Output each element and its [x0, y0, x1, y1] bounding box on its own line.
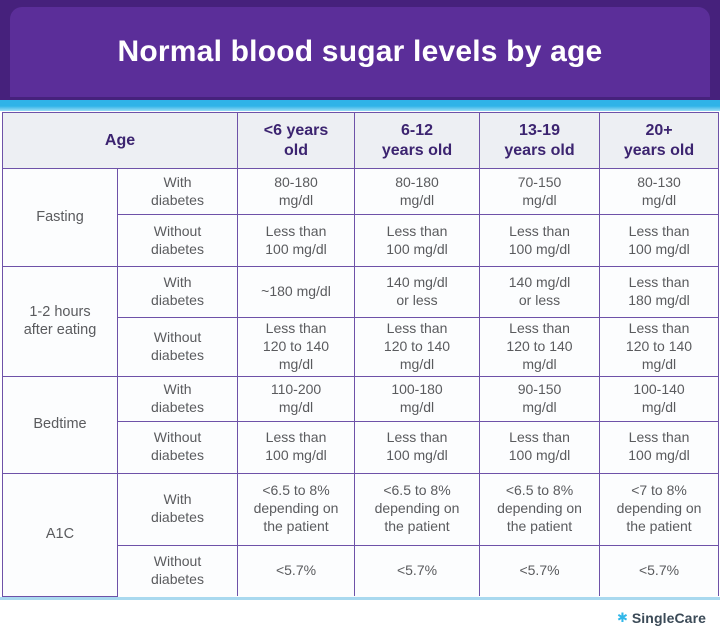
section-a1c: A1C With diabetes <6.5 to 8% depending o… [2, 472, 720, 597]
cell-value: <6.5 to 8% depending on the patient [479, 472, 601, 546]
table-row: 1-2 hours after eating With diabetes ~18… [2, 266, 720, 377]
cell-value: Less than 100 mg/dl [237, 420, 356, 474]
cell-value: <5.7% [354, 544, 481, 597]
table-row: Without diabetes Less than 100 mg/dl Les… [3, 420, 720, 474]
cell-value: Less than 100 mg/dl [354, 214, 481, 267]
asterisk-icon: ✱ [616, 610, 628, 626]
subrow-label-with-diabetes: With diabetes [116, 375, 239, 422]
row-header-bedtime: Bedtime [2, 375, 118, 474]
column-header-under-6: <6 years old [237, 112, 356, 169]
column-header-20-plus: 20+ years old [599, 112, 720, 169]
row-header-after-eating: 1-2 hours after eating [2, 266, 118, 377]
cell-value: 140 mg/dl or less [479, 266, 601, 318]
subrow-label-without-diabetes: Without diabetes [116, 317, 239, 377]
cell-value: Less than 100 mg/dl [237, 214, 356, 267]
cell-value: Less than 100 mg/dl [354, 420, 481, 474]
column-header-6-12: 6-12 years old [354, 112, 481, 169]
accent-strip [0, 100, 720, 111]
cell-value: <5.7% [599, 544, 720, 597]
cell-value: 140 mg/dl or less [354, 266, 481, 318]
subrow-label-with-diabetes: With diabetes [116, 266, 239, 318]
cell-value: ~180 mg/dl [237, 266, 356, 318]
cell-value: Less than 100 mg/dl [479, 214, 601, 267]
table-row: Fasting With diabetes 80-180 mg/dl 80-18… [2, 168, 720, 267]
section-fasting: Fasting With diabetes 80-180 mg/dl 80-18… [2, 168, 720, 267]
cell-value: Less than 100 mg/dl [599, 420, 720, 474]
subrow-label-with-diabetes: With diabetes [116, 168, 239, 215]
table-row: Without diabetes Less than 100 mg/dl Les… [3, 214, 720, 267]
header-band: Normal blood sugar levels by age [0, 0, 720, 100]
cell-value: 110-200 mg/dl [237, 375, 356, 422]
table-row: Without diabetes Less than 120 to 140 mg… [3, 317, 720, 377]
cell-value: <5.7% [237, 544, 356, 597]
cell-value: Less than 120 to 140 mg/dl [237, 317, 356, 377]
table-row: Without diabetes <5.7% <5.7% <5.7% <5.7% [3, 544, 720, 597]
cell-value: 100-180 mg/dl [354, 375, 481, 422]
table-wrap: Age <6 years old 6-12 years old 13-19 ye… [0, 111, 720, 597]
age-column-header: Age [1, 112, 239, 169]
cell-value: Less than 180 mg/dl [599, 266, 720, 318]
subrow-label-without-diabetes: Without diabetes [116, 420, 239, 474]
cell-value: 90-150 mg/dl [479, 375, 601, 422]
cell-value: 70-150 mg/dl [479, 168, 601, 215]
table-header: Age <6 years old 6-12 years old 13-19 ye… [1, 112, 720, 169]
row-header-a1c: A1C [2, 472, 118, 597]
cell-value: 80-180 mg/dl [237, 168, 356, 215]
table-row: A1C With diabetes <6.5 to 8% depending o… [2, 472, 720, 597]
cell-value: 80-180 mg/dl [354, 168, 481, 215]
cell-value: <7 to 8% depending on the patient [599, 472, 720, 546]
cell-value: Less than 100 mg/dl [599, 214, 720, 267]
cell-value: Less than 100 mg/dl [479, 420, 601, 474]
cell-value: 100-140 mg/dl [599, 375, 720, 422]
row-header-fasting: Fasting [2, 168, 118, 267]
singlecare-logo: ✱ SingleCare [617, 610, 706, 626]
cell-value: <5.7% [479, 544, 601, 597]
cell-value: Less than 120 to 140 mg/dl [599, 317, 720, 377]
cell-value: <6.5 to 8% depending on the patient [237, 472, 356, 546]
cell-value: Less than 120 to 140 mg/dl [479, 317, 601, 377]
section-bedtime: Bedtime With diabetes 110-200 mg/dl 100-… [2, 375, 720, 474]
page-title: Normal blood sugar levels by age [117, 35, 603, 68]
cell-value: Less than 120 to 140 mg/dl [354, 317, 481, 377]
section-after-eating: 1-2 hours after eating With diabetes ~18… [2, 266, 720, 377]
column-header-13-19: 13-19 years old [479, 112, 601, 169]
subrow-label-without-diabetes: Without diabetes [116, 214, 239, 267]
cell-value: <6.5 to 8% depending on the patient [354, 472, 481, 546]
brand-name: SingleCare [631, 609, 706, 626]
subrow-label-with-diabetes: With diabetes [116, 472, 239, 546]
page-title-card: Normal blood sugar levels by age [10, 7, 710, 97]
table-bottom-accent [0, 596, 720, 600]
cell-value: 80-130 mg/dl [599, 168, 720, 215]
table-row: Bedtime With diabetes 110-200 mg/dl 100-… [2, 375, 720, 474]
footer: ✱ SingleCare [0, 599, 720, 636]
subrow-label-without-diabetes: Without diabetes [116, 544, 239, 597]
blood-sugar-table: Age <6 years old 6-12 years old 13-19 ye… [1, 112, 720, 597]
